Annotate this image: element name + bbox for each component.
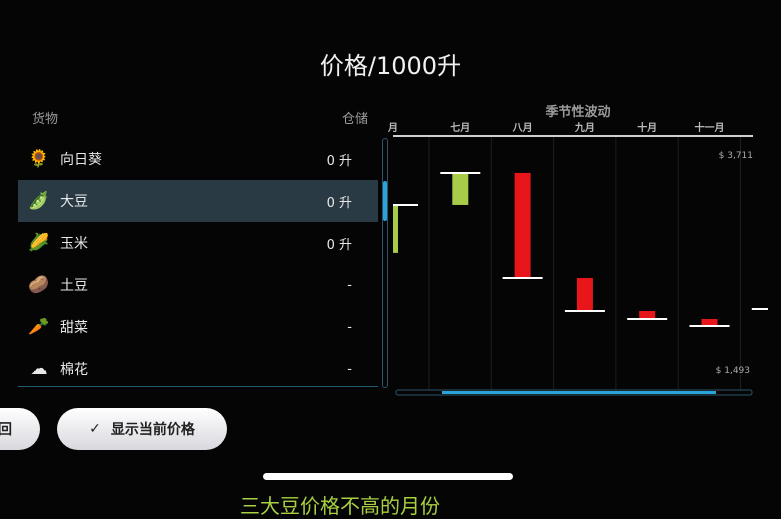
item-name: 向日葵	[60, 152, 102, 168]
storage-header: 仓储	[342, 112, 369, 127]
chart-scrollbar-thumb	[442, 391, 716, 394]
min-price-label: $ 1,493	[716, 366, 750, 376]
max-price-label: $ 3,711	[719, 151, 753, 161]
list-scrollbar[interactable]	[382, 138, 388, 388]
item-qty: 0 升	[326, 237, 352, 253]
price-change-bar	[576, 278, 593, 312]
list-item-0[interactable]: 🌻 向日葵 0 升	[18, 138, 378, 180]
show-current-price-button[interactable]: ✓ 显示当前价格	[57, 408, 227, 450]
month-label: 七月	[450, 121, 470, 134]
price-change-bar	[514, 172, 531, 279]
chart-scrollbar	[395, 389, 753, 396]
price-change-bar	[393, 204, 398, 253]
goods-list: 🌻 向日葵 0 升 🫛 大豆 0 升 🌽 玉米 0 升 🥔 土豆 - 🥕 甜菜 - ☁ 棉花 -	[18, 138, 378, 390]
cotton-icon: ☁	[30, 359, 48, 379]
subtitle-text: 三大豆价格不高的月份	[240, 494, 440, 518]
item-name: 土豆	[60, 278, 88, 294]
scrollbar-thumb[interactable]	[383, 181, 387, 221]
goods-header: 货物	[32, 112, 59, 127]
item-name: 大豆	[60, 194, 88, 210]
list-item-3[interactable]: 🥔 土豆 -	[18, 264, 378, 306]
item-qty: 0 升	[326, 195, 352, 211]
item-name: 玉米	[60, 236, 88, 252]
price-change-bar	[701, 319, 718, 326]
item-name: 棉花	[60, 362, 88, 378]
month-label: 十一月	[695, 121, 725, 134]
chart-title: 季节性波动	[544, 104, 610, 120]
beet-icon: 🥕	[28, 317, 50, 337]
back-label: 回	[0, 422, 12, 438]
item-qty: 0 升	[326, 153, 352, 169]
list-item-1[interactable]: 🫛 大豆 0 升	[18, 180, 378, 222]
divider	[18, 386, 378, 387]
price-change-bar	[639, 311, 656, 320]
corn-icon: 🌽	[28, 233, 50, 253]
page-title: 价格/1000升	[319, 52, 462, 80]
home-indicator[interactable]	[263, 473, 513, 480]
check-icon: ✓	[89, 421, 101, 437]
sunflower-icon: 🌻	[28, 149, 50, 169]
back-button[interactable]: 回	[0, 408, 40, 450]
potato-icon: 🥔	[28, 275, 50, 295]
month-label: 十月	[637, 121, 657, 134]
list-item-5[interactable]: ☁ 棉花 -	[18, 348, 378, 390]
item-qty: -	[347, 361, 352, 377]
show-price-label: 显示当前价格	[110, 422, 195, 438]
price-change-bar	[452, 172, 469, 205]
month-label: 九月	[574, 121, 595, 134]
item-qty: -	[347, 277, 352, 293]
soybean-icon: 🫛	[28, 191, 50, 211]
list-item-4[interactable]: 🥕 甜菜 -	[18, 306, 378, 348]
item-name: 甜菜	[60, 320, 88, 336]
month-label: 八月	[512, 122, 533, 134]
item-qty: -	[347, 319, 352, 335]
month-label: 月	[388, 122, 398, 134]
list-item-2[interactable]: 🌽 玉米 0 升	[18, 222, 378, 264]
